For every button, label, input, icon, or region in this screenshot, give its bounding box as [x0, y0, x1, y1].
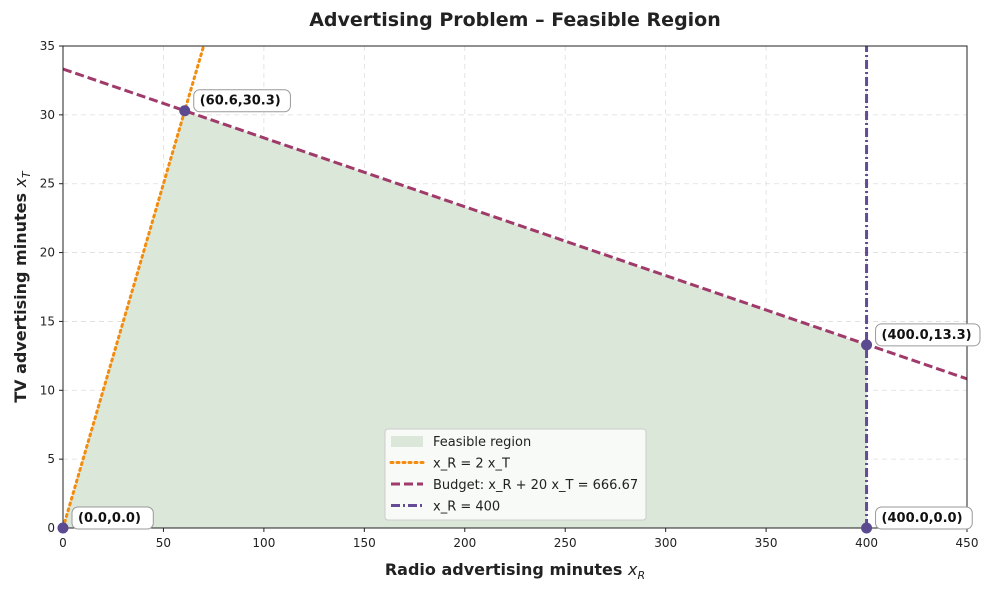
- constraint-lines-layer: [63, 46, 967, 528]
- x-tick-label: 300: [654, 536, 677, 550]
- vertex-label: (0.0,0.0): [78, 511, 141, 526]
- vertex-label-box: [71, 506, 154, 530]
- x-axis-label-text: Radio advertising minutes: [385, 560, 623, 579]
- y-tick-label: 10: [40, 383, 55, 397]
- feasible-region-layer: [63, 110, 867, 529]
- legend-entry-label: Feasible region: [433, 435, 531, 450]
- vertex-point-4: [861, 522, 873, 534]
- y-tick-label: 30: [40, 108, 55, 122]
- x-tick-label: 200: [453, 536, 476, 550]
- y-tick-label: 25: [40, 177, 55, 191]
- legend: Feasible region x_R = 2 x_T Budget: x_R + …: [384, 428, 647, 521]
- y-axis-var-sub: T: [20, 170, 33, 178]
- x-tick-label: 350: [755, 536, 778, 550]
- vertex-label-box: [875, 506, 973, 530]
- constraint-line-1: [63, 46, 206, 528]
- y-tick-label: 5: [47, 452, 55, 466]
- chart-title: Advertising Problem – Feasible Region: [309, 9, 721, 31]
- x-axis-var-sub: R: [637, 569, 645, 582]
- x-tick-label: 100: [252, 536, 275, 550]
- legend-swatch-feasible: [391, 436, 423, 447]
- vertex-label-box: [875, 323, 981, 347]
- x-tick-label: 400: [855, 536, 878, 550]
- legend-box: [384, 428, 647, 521]
- x-tick-label: 0: [59, 536, 67, 550]
- y-axis-var: x: [11, 177, 30, 188]
- plot-frame: [62, 45, 968, 529]
- x-tick-label: 250: [554, 536, 577, 550]
- feasible-region-area: [63, 110, 867, 529]
- legend-entry-label: Budget: x_R + 20 x_T = 666.67: [433, 478, 638, 493]
- constraint-line-2: [63, 67, 967, 381]
- x-tick-label: 450: [956, 536, 979, 550]
- y-tick-label: 20: [40, 246, 55, 260]
- y-axis-label-text: TV advertising minutes: [11, 193, 30, 403]
- y-tick-label: 15: [40, 314, 55, 328]
- x-tick-label: 50: [156, 536, 171, 550]
- x-axis-var: x: [627, 560, 638, 579]
- x-tick-label: 150: [353, 536, 376, 550]
- vertex-points-layer: (0.0,0.0) (60.6,30.3) (400.0,13.3) (400.0,0…: [57, 89, 981, 534]
- vertex-label-box: [193, 89, 291, 113]
- legend-entry-label: x_R = 2 x_T: [433, 457, 510, 472]
- vertex-label: (400.0,0.0): [882, 511, 963, 526]
- vertex-point-1: [57, 522, 69, 534]
- legend-entry-label: x_R = 400: [433, 500, 500, 515]
- vertex-point-3: [861, 339, 873, 351]
- vertex-label: (400.0,13.3): [882, 328, 972, 343]
- y-tick-label: 0: [47, 521, 55, 535]
- vertex-point-2: [179, 105, 191, 117]
- vertex-label: (60.6,30.3): [200, 94, 281, 109]
- x-axis-label: Radio advertising minutes xR: [385, 560, 645, 582]
- y-tick-label: 35: [40, 39, 55, 53]
- plot-border: [62, 45, 968, 529]
- y-axis-label: TV advertising minutes xT: [11, 170, 33, 403]
- axis-ticks: 0 50 100 150 200 250 300 350 400 450 0 5 10 15 20 25 30 3…: [40, 39, 979, 550]
